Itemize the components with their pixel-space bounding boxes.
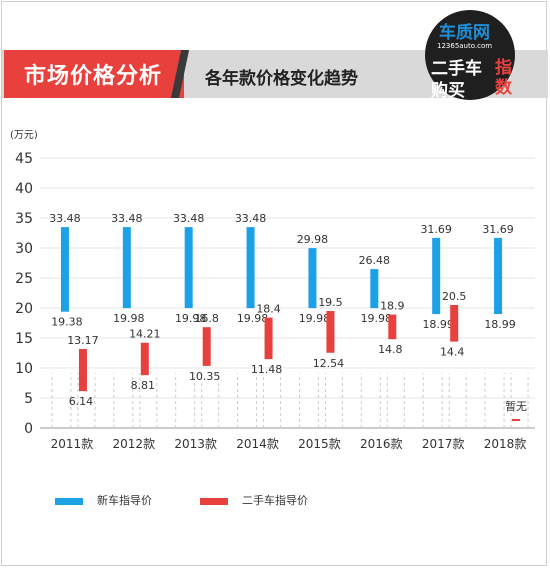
legend-label-used: 二手车指导价 bbox=[242, 494, 308, 507]
new-high-label: 26.48 bbox=[359, 254, 391, 267]
used-high-label: 18.9 bbox=[380, 300, 405, 313]
x-category-label: 2017款 bbox=[422, 437, 465, 451]
new-price-bar bbox=[122, 227, 131, 309]
legend-swatch-new bbox=[55, 497, 83, 505]
y-tick-label: 40 bbox=[15, 181, 33, 197]
used-low-label: 8.81 bbox=[131, 379, 156, 392]
y-tick-label: 5 bbox=[24, 391, 33, 407]
y-tick-label: 25 bbox=[15, 271, 33, 287]
new-low-label: 19.98 bbox=[299, 312, 331, 325]
used-high-label: 20.5 bbox=[442, 290, 467, 303]
used-high-label: 13.17 bbox=[67, 334, 99, 347]
legend-label-new: 新车指导价 bbox=[97, 494, 152, 507]
new-low-label: 19.98 bbox=[175, 312, 207, 325]
used-high-label: 18.4 bbox=[256, 303, 281, 316]
new-high-label: 29.98 bbox=[297, 233, 329, 246]
used-missing-label: 暂无 bbox=[505, 400, 527, 413]
used-price-bar bbox=[78, 348, 87, 392]
used-price-bar bbox=[202, 327, 211, 366]
new-price-bar bbox=[184, 227, 193, 309]
new-price-bar bbox=[246, 227, 255, 309]
x-category-label: 2014款 bbox=[236, 437, 279, 451]
new-low-label: 18.99 bbox=[422, 318, 454, 331]
used-low-label: 14.4 bbox=[440, 346, 465, 359]
used-price-bar bbox=[264, 317, 273, 360]
logo-side-text: 指数 bbox=[495, 58, 512, 98]
new-high-label: 33.48 bbox=[111, 212, 143, 225]
legend-item-used: 二手车指导价 bbox=[200, 492, 308, 508]
used-price-bar bbox=[450, 305, 459, 342]
new-low-label: 18.99 bbox=[484, 318, 516, 331]
brand-logo: 车质网 12365auto.com 二手车 购买 指数 bbox=[425, 10, 540, 105]
page-title: 市场价格分析 bbox=[24, 64, 163, 89]
legend-swatch-used bbox=[200, 497, 228, 505]
legend-item-new: 新车指导价 bbox=[55, 492, 152, 508]
x-category-label: 2016款 bbox=[360, 437, 403, 451]
new-low-label: 19.98 bbox=[113, 312, 145, 325]
x-category-label: 2012款 bbox=[113, 437, 156, 451]
new-high-label: 31.69 bbox=[420, 223, 452, 236]
y-tick-label: 20 bbox=[15, 301, 33, 317]
y-tick-label: 10 bbox=[15, 361, 33, 377]
y-tick-label: 35 bbox=[15, 211, 33, 227]
logo-line2: 购买 bbox=[431, 81, 465, 101]
new-high-label: 33.48 bbox=[235, 212, 267, 225]
used-low-label: 12.54 bbox=[313, 357, 345, 370]
used-high-label: 16.8 bbox=[194, 312, 219, 325]
new-price-bar bbox=[60, 227, 69, 312]
used-high-label: 19.5 bbox=[318, 296, 343, 309]
new-low-label: 19.98 bbox=[237, 312, 269, 325]
title-banner bbox=[4, 50, 184, 98]
x-category-label: 2015款 bbox=[298, 437, 341, 451]
x-category-label: 2011款 bbox=[51, 437, 94, 451]
used-low-label: 11.48 bbox=[251, 363, 283, 376]
new-high-label: 33.48 bbox=[49, 212, 81, 225]
logo-url-text: 12365auto.com bbox=[437, 42, 493, 50]
used-price-bar bbox=[388, 314, 397, 340]
used-low-label: 14.8 bbox=[378, 343, 403, 356]
x-category-label: 2018款 bbox=[484, 437, 527, 451]
used-low-label: 10.35 bbox=[189, 370, 221, 383]
new-low-label: 19.38 bbox=[51, 316, 83, 329]
new-price-bar bbox=[494, 237, 503, 315]
y-tick-label: 45 bbox=[15, 151, 33, 167]
x-category-label: 2013款 bbox=[174, 437, 217, 451]
new-high-label: 31.69 bbox=[482, 223, 514, 236]
new-price-bar bbox=[308, 248, 317, 309]
logo-badge bbox=[425, 10, 515, 100]
chart-subtitle: 各年款价格变化趋势 bbox=[205, 69, 358, 89]
y-tick-label: 30 bbox=[15, 241, 33, 257]
logo-line1: 二手车 bbox=[431, 59, 482, 79]
new-price-bar bbox=[432, 237, 441, 315]
new-high-label: 33.48 bbox=[173, 212, 205, 225]
used-low-label: 6.14 bbox=[69, 395, 94, 408]
y-tick-label: 15 bbox=[15, 331, 33, 347]
logo-brand-text: 车质网 bbox=[439, 23, 490, 43]
new-price-bar bbox=[370, 269, 379, 309]
new-low-label: 19.98 bbox=[361, 312, 393, 325]
used-price-bar bbox=[140, 342, 149, 376]
y-axis-unit: (万元) bbox=[10, 130, 38, 141]
y-tick-label: 0 bbox=[24, 421, 33, 437]
used-price-bar bbox=[326, 311, 335, 353]
used-high-label: 14.21 bbox=[129, 328, 161, 341]
